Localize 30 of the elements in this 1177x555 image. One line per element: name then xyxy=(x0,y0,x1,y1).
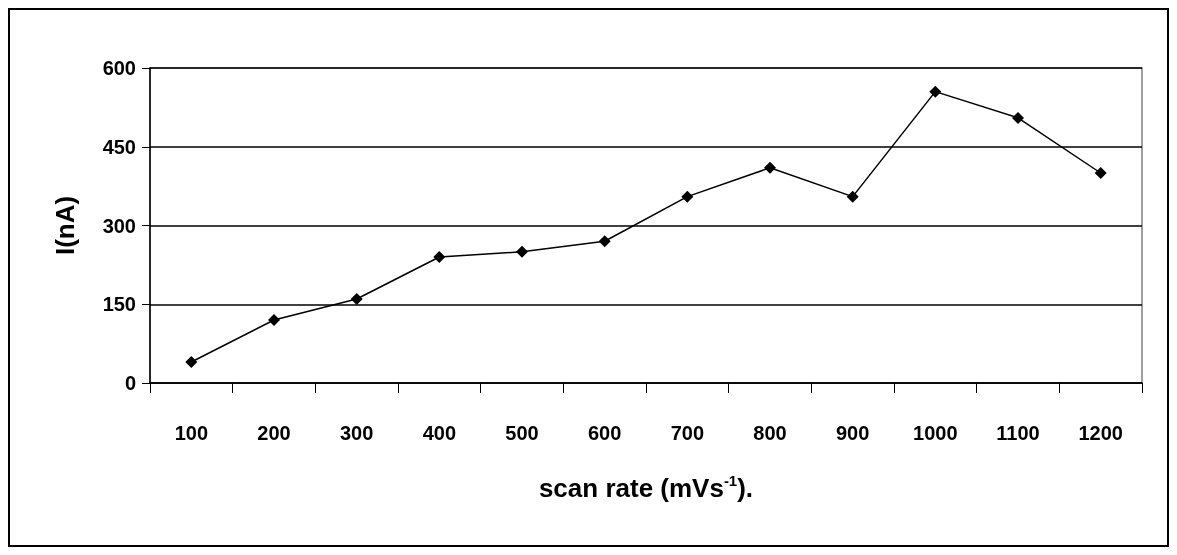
x-tick-label: 800 xyxy=(753,422,787,444)
x-tick-label: 1000 xyxy=(913,422,958,444)
x-tick-label: 700 xyxy=(670,422,705,444)
x-tick-label: 900 xyxy=(835,422,870,444)
point xyxy=(929,85,942,98)
x-tick-label: 400 xyxy=(422,422,457,444)
point xyxy=(185,356,198,368)
point xyxy=(433,251,446,263)
x-tick-label: 1100 xyxy=(996,422,1040,444)
y-tick-label: 0 xyxy=(124,372,136,394)
point xyxy=(681,190,694,203)
x-tick-label: 1200 xyxy=(1078,422,1123,444)
point xyxy=(764,161,776,174)
x-tick-label: 600 xyxy=(587,422,622,444)
x-tick-label: 500 xyxy=(505,422,539,444)
point xyxy=(1094,167,1107,179)
point xyxy=(846,190,859,203)
x-tick-label: 100 xyxy=(174,422,209,444)
point xyxy=(1012,111,1024,124)
y-tick-label: 600 xyxy=(102,57,136,79)
y-tick-label: 300 xyxy=(102,214,136,237)
point xyxy=(598,235,611,248)
y-tick-label: 150 xyxy=(102,293,136,316)
x-tick-label: 200 xyxy=(257,422,291,444)
y-tick-label: 450 xyxy=(102,135,136,158)
y-axis-title: I(nA) xyxy=(50,195,80,256)
point xyxy=(350,293,363,305)
x-tick-label: 300 xyxy=(339,422,374,444)
point xyxy=(516,245,528,258)
point xyxy=(268,314,280,326)
